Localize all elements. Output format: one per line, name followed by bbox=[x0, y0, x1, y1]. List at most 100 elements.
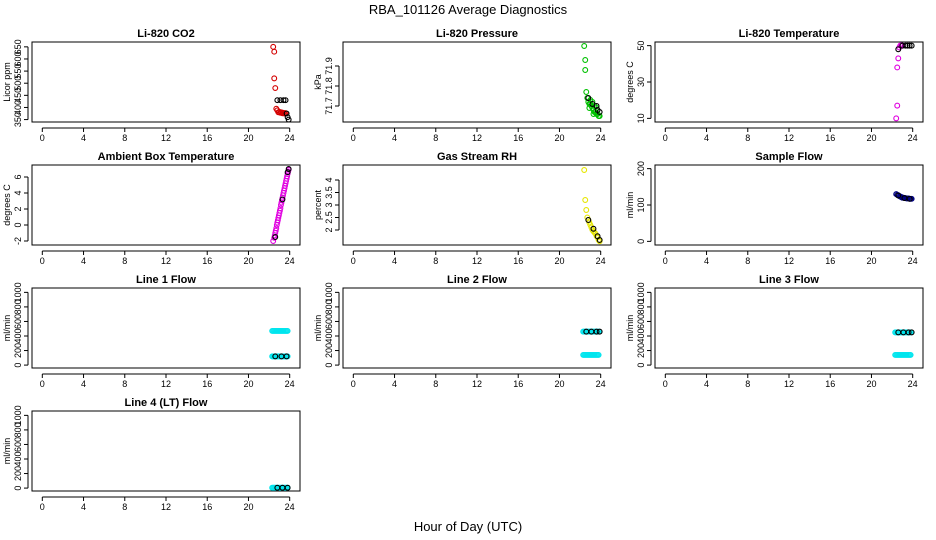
y-tick-label: 400 bbox=[13, 328, 23, 343]
y-tick-label: 30 bbox=[636, 77, 646, 87]
x-tick-label: 24 bbox=[285, 256, 295, 266]
x-tick-label: 24 bbox=[285, 379, 295, 389]
panel-title: Li-820 Temperature bbox=[739, 28, 840, 40]
y-tick-label: 600 bbox=[13, 314, 23, 329]
y-axis: 0 100 200 bbox=[636, 161, 652, 244]
panel-title: Li-820 Pressure bbox=[436, 28, 518, 40]
x-axis: 0 4 8 12 16 20 24 bbox=[40, 250, 295, 266]
y-tick-label: 0 bbox=[13, 222, 23, 227]
panel-title: Li-820 CO2 bbox=[137, 28, 194, 40]
y-axis-label: kPa bbox=[313, 74, 323, 90]
series-black bbox=[274, 97, 292, 123]
data-point bbox=[906, 42, 913, 49]
data-point bbox=[590, 111, 597, 117]
x-axis-label: Hour of Day (UTC) bbox=[414, 519, 522, 534]
y-tick-label: 3.5 bbox=[324, 186, 334, 199]
x-axis: 0 4 8 12 16 20 24 bbox=[663, 250, 918, 266]
data-point bbox=[276, 207, 283, 214]
x-tick-label: 8 bbox=[745, 379, 750, 389]
x-axis: 0 4 8 12 16 20 24 bbox=[351, 250, 606, 266]
plot-frame bbox=[342, 41, 612, 123]
series-black bbox=[585, 217, 603, 243]
x-tick-label: 0 bbox=[40, 379, 45, 389]
x-tick-label: 4 bbox=[81, 256, 86, 266]
x-axis: 0 4 8 12 16 20 24 bbox=[351, 373, 606, 389]
panel-6: Sample Flow 0 4 8 12 16 20 24 0 100 200 ml/min bbox=[625, 151, 924, 266]
y-tick-label: 450 bbox=[13, 88, 23, 103]
data-point bbox=[893, 115, 900, 122]
y-axis: 2 2.5 3 3.5 4 bbox=[324, 177, 340, 233]
data-point bbox=[280, 97, 287, 104]
y-axis: -2 0 2 4 6 bbox=[13, 174, 29, 245]
y-tick-label: 0 bbox=[13, 363, 23, 368]
y-tick-label: 2 bbox=[324, 227, 334, 232]
x-tick-label: 4 bbox=[81, 133, 86, 143]
data-point bbox=[894, 64, 901, 71]
data-point bbox=[271, 48, 278, 55]
data-point bbox=[908, 195, 915, 202]
x-tick-label: 16 bbox=[825, 256, 835, 266]
x-tick-label: 0 bbox=[663, 256, 668, 266]
series-magenta bbox=[270, 166, 292, 244]
y-tick-label: 2.5 bbox=[324, 211, 334, 224]
data-point bbox=[905, 329, 912, 336]
data-point bbox=[585, 217, 592, 223]
data-point bbox=[285, 116, 292, 123]
x-tick-label: 0 bbox=[351, 379, 356, 389]
panel-title: Line 4 (LT) Flow bbox=[125, 397, 208, 409]
y-tick-label: 4 bbox=[324, 177, 334, 182]
plot-frame bbox=[654, 287, 924, 369]
data-point bbox=[904, 42, 911, 49]
y-tick-label: 4 bbox=[13, 190, 23, 195]
x-tick-label: 16 bbox=[513, 379, 523, 389]
panel-2: Li-820 Pressure 0 4 8 12 16 20 24 71.7 71.8 71.9kP… bbox=[313, 28, 612, 143]
x-tick-label: 0 bbox=[40, 502, 45, 512]
panel-title: Gas Stream RH bbox=[437, 151, 517, 163]
data-point bbox=[271, 75, 278, 82]
data-point bbox=[284, 327, 291, 334]
x-tick-label: 8 bbox=[745, 256, 750, 266]
x-tick-label: 24 bbox=[596, 256, 606, 266]
y-tick-label: 6 bbox=[13, 174, 23, 179]
data-point bbox=[596, 113, 603, 119]
data-point bbox=[581, 167, 588, 173]
data-point bbox=[908, 329, 915, 336]
x-tick-label: 24 bbox=[908, 133, 918, 143]
x-tick-label: 16 bbox=[202, 379, 212, 389]
x-tick-label: 12 bbox=[784, 133, 794, 143]
x-tick-label: 4 bbox=[704, 379, 709, 389]
y-tick-label: 0 bbox=[636, 363, 646, 368]
data-point bbox=[895, 55, 902, 62]
x-tick-label: 12 bbox=[161, 133, 171, 143]
panel-3: Li-820 Temperature 0 4 8 12 16 20 24 10 30 50degre… bbox=[625, 28, 924, 143]
x-tick-label: 20 bbox=[866, 256, 876, 266]
data-point bbox=[270, 43, 277, 50]
series-black bbox=[583, 328, 603, 335]
x-tick-label: 0 bbox=[351, 133, 356, 143]
y-tick-label: 200 bbox=[13, 466, 23, 481]
series-black bbox=[272, 166, 292, 240]
data-point bbox=[581, 43, 588, 49]
data-point bbox=[272, 353, 279, 360]
y-tick-label: 100 bbox=[636, 197, 646, 212]
x-tick-label: 24 bbox=[285, 502, 295, 512]
data-point bbox=[596, 109, 603, 115]
x-tick-label: 16 bbox=[825, 133, 835, 143]
y-tick-label: 0 bbox=[13, 486, 23, 491]
y-axis-label: percent bbox=[313, 189, 323, 220]
y-tick-label: 2 bbox=[13, 206, 23, 211]
series-red bbox=[270, 43, 289, 117]
panel-title: Line 3 Flow bbox=[759, 274, 819, 286]
data-point bbox=[907, 351, 914, 358]
data-point bbox=[279, 196, 286, 203]
x-axis: 0 4 8 12 16 20 24 bbox=[663, 127, 918, 143]
y-tick-label: 71.9 bbox=[324, 57, 334, 75]
data-point bbox=[273, 225, 280, 232]
y-tick-label: 800 bbox=[324, 299, 334, 314]
data-point bbox=[582, 57, 589, 63]
y-tick-label: 71.7 bbox=[324, 97, 334, 115]
data-point bbox=[586, 105, 593, 111]
